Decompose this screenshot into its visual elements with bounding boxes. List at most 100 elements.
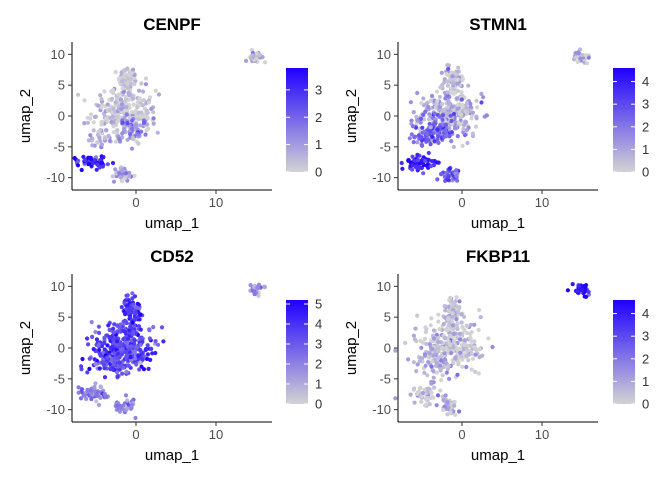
data-point bbox=[441, 347, 446, 352]
data-point bbox=[131, 82, 136, 87]
data-point bbox=[107, 327, 112, 332]
data-point bbox=[421, 112, 426, 117]
data-point bbox=[461, 130, 466, 135]
data-point bbox=[136, 353, 141, 359]
data-point bbox=[143, 76, 149, 81]
data-point bbox=[466, 358, 471, 363]
data-point bbox=[393, 396, 398, 401]
data-point bbox=[92, 357, 97, 362]
data-point bbox=[99, 97, 104, 102]
data-point bbox=[449, 139, 454, 144]
data-point bbox=[444, 72, 449, 77]
data-point bbox=[424, 101, 429, 106]
colorbar bbox=[613, 68, 635, 172]
data-point bbox=[115, 96, 120, 101]
data-point bbox=[412, 400, 417, 405]
data-point bbox=[456, 120, 461, 125]
data-point bbox=[151, 116, 156, 121]
legend-tick-label: 1 bbox=[642, 142, 649, 157]
data-point bbox=[92, 114, 98, 119]
data-point bbox=[111, 326, 116, 331]
y-axis-label: umap_2 bbox=[343, 89, 360, 143]
data-point bbox=[454, 317, 459, 322]
data-point bbox=[410, 163, 415, 168]
data-point bbox=[87, 366, 92, 371]
data-point bbox=[104, 116, 109, 121]
data-point bbox=[458, 337, 463, 342]
data-point bbox=[119, 342, 124, 347]
data-point bbox=[244, 58, 249, 64]
data-point bbox=[414, 114, 419, 119]
data-point bbox=[94, 167, 99, 172]
data-point bbox=[422, 352, 427, 357]
data-point bbox=[576, 50, 581, 55]
scatter-points bbox=[72, 47, 268, 184]
data-point bbox=[120, 346, 125, 352]
data-point bbox=[79, 167, 84, 173]
data-point bbox=[117, 76, 122, 81]
data-point bbox=[454, 295, 459, 300]
x-tick-label: 10 bbox=[209, 195, 223, 210]
data-point bbox=[90, 143, 95, 148]
data-point bbox=[464, 105, 469, 110]
legend-tick-label: 5 bbox=[315, 297, 322, 312]
data-point bbox=[451, 331, 456, 337]
data-point bbox=[112, 322, 117, 327]
data-point bbox=[440, 113, 446, 118]
data-point bbox=[456, 309, 461, 314]
data-point bbox=[412, 337, 418, 342]
data-point bbox=[446, 175, 451, 180]
data-point bbox=[127, 170, 132, 175]
data-point bbox=[446, 339, 451, 344]
data-point bbox=[425, 373, 430, 378]
color-legend: 4 3 2 1 0 bbox=[613, 68, 649, 180]
data-point bbox=[436, 140, 441, 145]
data-point bbox=[136, 117, 141, 122]
data-point bbox=[458, 350, 463, 355]
data-point bbox=[124, 354, 129, 359]
data-point bbox=[106, 133, 111, 138]
data-point bbox=[459, 90, 464, 95]
data-point bbox=[452, 126, 457, 131]
data-point bbox=[465, 324, 470, 329]
data-point bbox=[403, 340, 408, 346]
x-axis-label: umap_1 bbox=[145, 215, 199, 232]
data-point bbox=[446, 323, 451, 328]
data-point bbox=[151, 325, 156, 330]
data-point bbox=[143, 132, 148, 137]
data-point bbox=[101, 155, 106, 160]
data-point bbox=[453, 90, 458, 95]
data-point bbox=[124, 303, 129, 308]
data-point bbox=[417, 386, 422, 391]
data-point bbox=[573, 55, 578, 60]
data-point bbox=[438, 363, 443, 368]
data-point bbox=[118, 364, 123, 369]
data-point bbox=[120, 371, 125, 376]
data-point bbox=[256, 293, 261, 298]
data-point bbox=[123, 349, 128, 354]
data-point bbox=[93, 361, 98, 366]
data-point bbox=[468, 101, 473, 107]
data-point bbox=[437, 327, 442, 332]
data-point bbox=[82, 121, 87, 126]
data-point bbox=[434, 89, 440, 94]
data-point bbox=[113, 100, 118, 105]
data-point bbox=[453, 412, 458, 417]
data-point bbox=[78, 396, 84, 401]
data-point bbox=[431, 122, 436, 127]
data-point bbox=[420, 125, 425, 130]
data-point bbox=[149, 346, 154, 351]
data-point bbox=[425, 132, 430, 137]
data-point bbox=[130, 291, 135, 296]
data-point bbox=[109, 89, 114, 94]
data-point bbox=[429, 364, 434, 369]
data-point bbox=[445, 111, 450, 116]
data-point bbox=[159, 325, 165, 330]
data-point bbox=[454, 96, 459, 101]
data-point bbox=[584, 294, 589, 299]
data-point bbox=[138, 360, 143, 365]
data-point bbox=[98, 384, 103, 389]
data-point bbox=[426, 386, 431, 391]
data-point bbox=[415, 140, 420, 145]
data-point bbox=[122, 320, 128, 325]
